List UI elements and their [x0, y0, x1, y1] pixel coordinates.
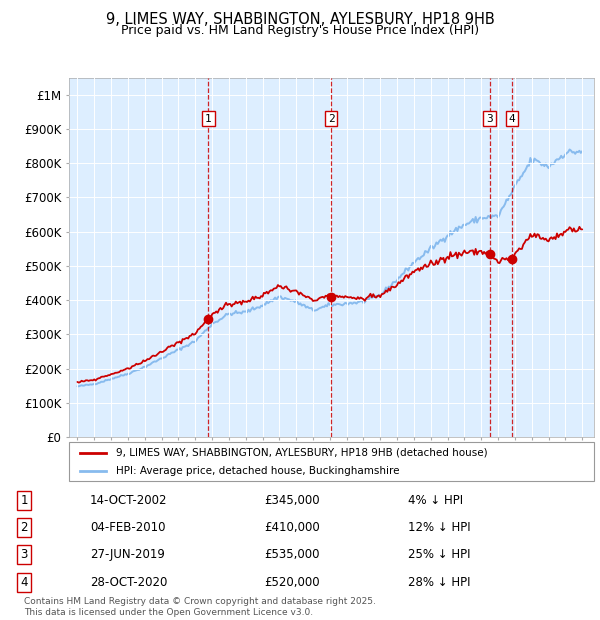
- Text: £520,000: £520,000: [264, 576, 320, 588]
- Text: 2: 2: [20, 521, 28, 534]
- Text: 9, LIMES WAY, SHABBINGTON, AYLESBURY, HP18 9HB (detached house): 9, LIMES WAY, SHABBINGTON, AYLESBURY, HP…: [116, 448, 488, 458]
- Text: 4: 4: [20, 576, 28, 588]
- Text: 25% ↓ HPI: 25% ↓ HPI: [408, 549, 470, 561]
- Text: 28-OCT-2020: 28-OCT-2020: [90, 576, 167, 588]
- Text: 04-FEB-2010: 04-FEB-2010: [90, 521, 166, 534]
- Text: 3: 3: [20, 549, 28, 561]
- Text: 1: 1: [205, 113, 212, 123]
- Text: 14-OCT-2002: 14-OCT-2002: [90, 494, 167, 507]
- Text: 1: 1: [20, 494, 28, 507]
- Text: 2: 2: [328, 113, 335, 123]
- FancyBboxPatch shape: [69, 442, 594, 481]
- Text: £345,000: £345,000: [264, 494, 320, 507]
- Text: 9, LIMES WAY, SHABBINGTON, AYLESBURY, HP18 9HB: 9, LIMES WAY, SHABBINGTON, AYLESBURY, HP…: [106, 12, 494, 27]
- Text: 12% ↓ HPI: 12% ↓ HPI: [408, 521, 470, 534]
- Text: 28% ↓ HPI: 28% ↓ HPI: [408, 576, 470, 588]
- Text: 4% ↓ HPI: 4% ↓ HPI: [408, 494, 463, 507]
- Text: 27-JUN-2019: 27-JUN-2019: [90, 549, 165, 561]
- Text: 3: 3: [486, 113, 493, 123]
- Text: £410,000: £410,000: [264, 521, 320, 534]
- Text: Price paid vs. HM Land Registry's House Price Index (HPI): Price paid vs. HM Land Registry's House …: [121, 24, 479, 37]
- Text: HPI: Average price, detached house, Buckinghamshire: HPI: Average price, detached house, Buck…: [116, 466, 400, 476]
- Text: £535,000: £535,000: [264, 549, 320, 561]
- Text: 4: 4: [509, 113, 515, 123]
- Text: Contains HM Land Registry data © Crown copyright and database right 2025.
This d: Contains HM Land Registry data © Crown c…: [24, 598, 376, 617]
